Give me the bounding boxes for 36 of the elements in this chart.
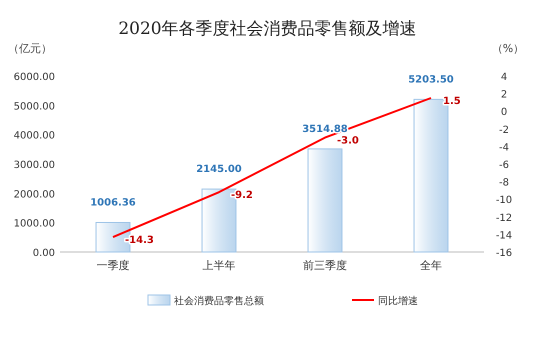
- y-axis-title: （亿元）: [8, 42, 52, 55]
- y2-tick-label: -12: [496, 212, 512, 224]
- data-label: 1.5: [443, 96, 461, 107]
- y2-tick-label: 2: [500, 90, 508, 101]
- data-label: -3.0: [337, 136, 359, 147]
- legend-label: 社会消费品零售总额: [174, 295, 264, 307]
- x-tick-label: 一季度: [96, 259, 130, 272]
- data-label: 1006.36: [90, 197, 136, 208]
- x-tick-label: 上半年: [202, 259, 236, 272]
- y2-tick-label: -14: [496, 230, 512, 242]
- y2-tick-label: -4: [499, 142, 509, 154]
- y2-tick-label: -10: [496, 195, 512, 206]
- bar: [308, 148, 342, 252]
- chart-title: 2020年各季度社会消费品零售额及增速: [118, 19, 417, 39]
- y-tick-label: 6000.00: [14, 72, 55, 83]
- data-label: 5203.50: [408, 74, 454, 86]
- y2-tick-label: 4: [500, 72, 508, 83]
- data-label: 3514.88: [302, 124, 348, 135]
- y2-axis-title: （%）: [492, 42, 524, 55]
- y-tick-label: 2000.00: [14, 189, 55, 200]
- x-tick-label: 全年: [420, 259, 442, 272]
- y-tick-label: 4000.00: [14, 130, 55, 142]
- data-label: -14.3: [125, 235, 154, 246]
- y2-tick-label: -2: [499, 124, 509, 136]
- y2-tick-label: -8: [499, 178, 509, 189]
- legend-label: 同比增速: [378, 295, 418, 307]
- data-label: 2145.00: [196, 164, 242, 176]
- y2-tick-label: -16: [496, 248, 512, 259]
- x-tick-label: 前三季度: [303, 259, 347, 272]
- y2-tick-label: 0: [500, 107, 508, 118]
- y-tick-label: 0.00: [32, 248, 55, 259]
- y-tick-label: 5000.00: [14, 101, 55, 112]
- y-tick-label: 3000.00: [14, 160, 55, 171]
- data-label: -9.2: [231, 190, 253, 202]
- y-tick-label: 1000.00: [14, 218, 55, 230]
- y2-tick-label: -6: [499, 160, 509, 171]
